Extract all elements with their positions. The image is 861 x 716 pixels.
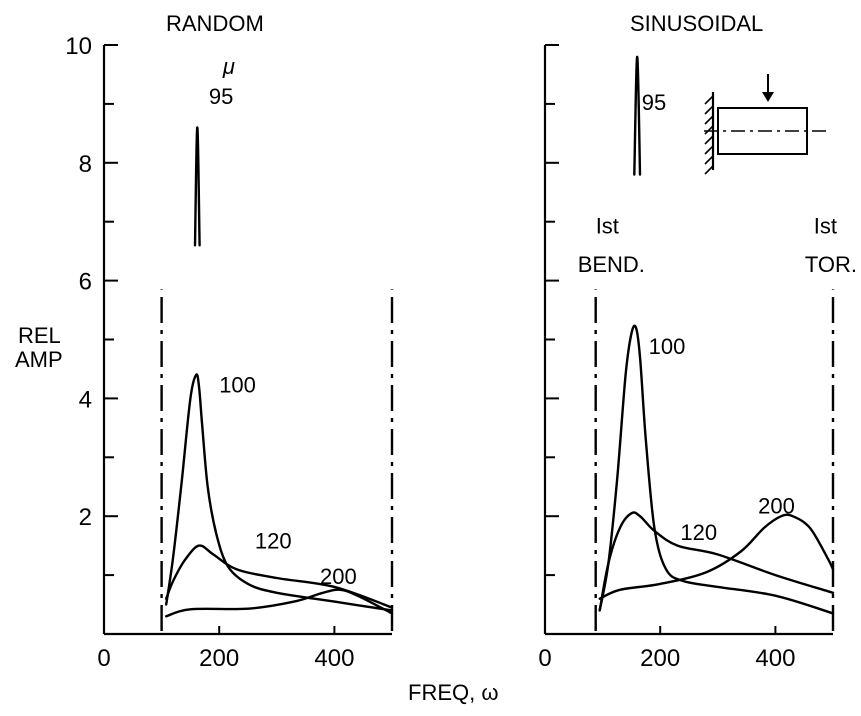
sinusoidal-marker-label: Ist: [814, 213, 837, 238]
random-y-tick-label: 4: [79, 386, 92, 413]
cantilever-beam-diagram: [704, 74, 830, 175]
random-x-tick-label: 400: [314, 645, 354, 672]
sinusoidal-series-120-line: [598, 511, 835, 612]
sinusoidal-marker-label: BEND.: [578, 252, 645, 277]
random-y-tick-label: 10: [65, 33, 92, 60]
random-series-95-prefix: μ: [222, 54, 235, 79]
random-y-tick-label: 2: [79, 504, 92, 531]
random-series-200-label: 200: [320, 564, 357, 589]
sinusoidal-series-95-label: 95: [642, 90, 666, 115]
sinusoidal-series-100-line: [598, 324, 835, 615]
random-y-tick-label: 8: [79, 151, 92, 178]
random-series-200-line: [165, 588, 394, 618]
random-title: RANDOM: [166, 11, 264, 36]
sinusoidal-series-95-line: [633, 55, 642, 176]
sinusoidal-series-100-label: 100: [649, 334, 686, 359]
random-x-tick-label: 0: [97, 645, 110, 672]
random-x-tick-label: 200: [199, 645, 239, 672]
sinusoidal-x-tick-label: 200: [640, 645, 680, 672]
sinusoidal-series-120-label: 120: [680, 520, 717, 545]
y-axis-label-line1: REL: [18, 323, 61, 348]
sinusoidal-marker-label: Ist: [596, 213, 619, 238]
y-axis-label-line2: AMP: [15, 347, 63, 372]
random-series-100-line: [165, 373, 394, 612]
random-series-120-line: [165, 544, 394, 609]
random-series-95-line: [193, 126, 201, 247]
sinusoidal-panel: SINUSOIDAL 0 200 400 Ist BEND. Ist TOR. 100 120 2…: [538, 11, 857, 672]
random-y-tick-label: 6: [79, 269, 92, 296]
random-series-120-label: 120: [255, 529, 292, 554]
sinusoidal-series-200-line: [598, 513, 835, 600]
x-axis-label: FREQ, ω: [408, 680, 499, 705]
sinusoidal-x-tick-label: 400: [755, 645, 795, 672]
sinusoidal-series-200-label: 200: [758, 493, 795, 518]
random-series-95-label: 95: [209, 84, 233, 109]
sinusoidal-title: SINUSOIDAL: [630, 11, 763, 36]
sinusoidal-marker-label: TOR.: [805, 252, 857, 277]
random-series-100-label: 100: [219, 373, 256, 398]
sinusoidal-x-tick-label: 0: [538, 645, 551, 672]
